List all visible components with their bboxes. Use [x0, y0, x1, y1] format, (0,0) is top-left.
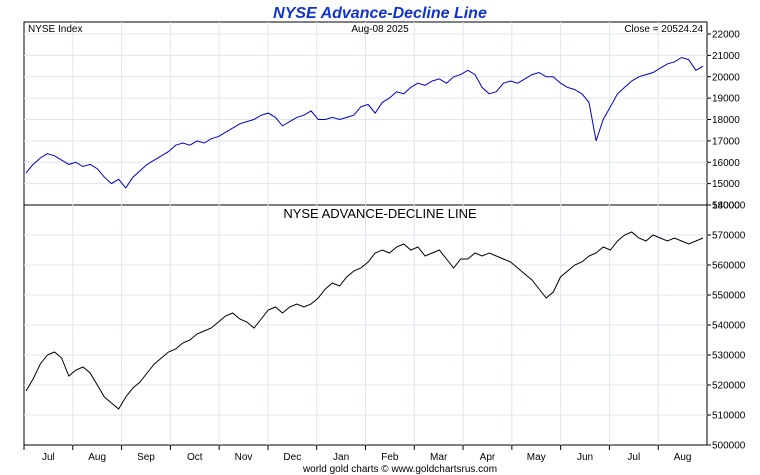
- x-tick-label: Oct: [187, 452, 203, 463]
- x-tick-label: Feb: [381, 452, 399, 463]
- y-tick-label: 560000: [712, 261, 746, 272]
- y-tick-label: 19000: [712, 94, 740, 105]
- x-tick-label: Sep: [137, 452, 155, 463]
- x-tick-label: Aug: [88, 452, 106, 463]
- y-tick-label: 14000: [712, 201, 740, 212]
- advance-decline-series-line: [25, 231, 704, 410]
- y-tick-label: 520000: [712, 381, 746, 392]
- y-tick-label: 21000: [712, 51, 740, 62]
- y-tick-label: 20000: [712, 72, 740, 83]
- x-tick-label: Apr: [480, 452, 496, 463]
- y-tick-label: 500000: [712, 441, 746, 452]
- close-value-label: Close = 20524.24: [624, 24, 703, 35]
- x-tick-label: Mar: [430, 452, 448, 463]
- x-tick-label: Jul: [42, 452, 55, 463]
- y-tick-label: 580000: [712, 201, 746, 212]
- y-tick-label: 530000: [712, 351, 746, 362]
- x-tick-label: Jun: [577, 452, 593, 463]
- index-name-label: NYSE Index: [28, 24, 82, 35]
- date-label: Aug-08 2025: [351, 24, 409, 35]
- ad-line-panel-title: NYSE ADVANCE-DECLINE LINE: [283, 206, 477, 221]
- x-tick-label: Jan: [333, 452, 349, 463]
- top-panel-grid: [24, 22, 707, 205]
- x-tick-label: Nov: [235, 452, 253, 463]
- y-tick-label: 550000: [712, 291, 746, 302]
- y-tick-label: 570000: [712, 231, 746, 242]
- x-tick-label: Jul: [627, 452, 640, 463]
- y-tick-label: 15000: [712, 179, 740, 190]
- y-tick-label: 22000: [712, 30, 740, 41]
- y-tick-label: 16000: [712, 158, 740, 169]
- x-tick-label: Aug: [674, 452, 692, 463]
- y-tick-label: 18000: [712, 115, 740, 126]
- y-tick-label: 17000: [712, 136, 740, 147]
- bottom-panel-grid: [24, 205, 707, 445]
- x-tick-label: Dec: [283, 452, 301, 463]
- nyse-index-series-line: [25, 56, 704, 189]
- bottom-y-axis: 500000 510000 520000 530000 540000 550000 5600…: [707, 201, 746, 452]
- chart-title: NYSE Advance-Decline Line: [273, 5, 487, 22]
- x-tick-label: May: [527, 452, 546, 463]
- footer-credit: world gold charts © www.goldchartsrus.co…: [302, 464, 497, 475]
- x-axis: Jul Aug Sep Oct Nov Dec Jan Feb Mar Apr May Jun Jul A…: [23, 445, 692, 463]
- y-tick-label: 540000: [712, 321, 746, 332]
- top-y-axis: 14000 15000 16000 17000 18000 19000 20000 21000…: [707, 30, 740, 212]
- y-tick-label: 510000: [712, 411, 746, 422]
